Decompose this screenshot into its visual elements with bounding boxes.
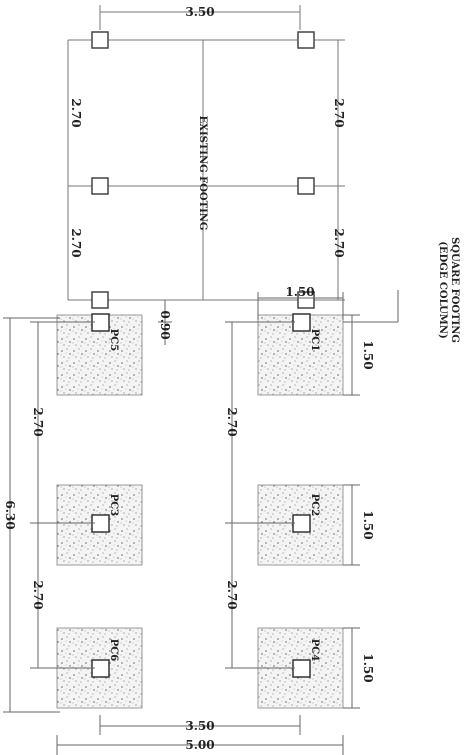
- square-footing-label-line1: SQUARE FOOTING: [449, 237, 460, 343]
- right-side-dim-1: 1.50: [361, 340, 375, 369]
- right-spacing-dim-2: 2.70: [225, 580, 239, 609]
- new-column: [292, 313, 311, 332]
- new-column: [292, 659, 311, 678]
- existing-column: [297, 291, 315, 309]
- dimension-lines: [3, 290, 399, 755]
- existing-footing-grid: [67, 5, 345, 301]
- footing-tag-pc3: PC3: [108, 494, 119, 516]
- existing-column: [297, 31, 315, 49]
- bottom-inner-dim: 3.50: [185, 719, 214, 733]
- new-columns: [91, 313, 311, 678]
- footing-tag-pc1: PC1: [309, 329, 320, 351]
- footing-tag-pc5: PC5: [108, 329, 119, 351]
- existing-column: [91, 177, 109, 195]
- footing-tag-pc4: PC4: [309, 639, 320, 661]
- top-width-dim: 3.50: [185, 5, 214, 19]
- footing-tag-pc2: PC2: [309, 494, 320, 516]
- gap-dim: 0.90: [158, 310, 172, 339]
- right-spacing-dim-1: 2.70: [225, 407, 239, 436]
- left-spacing-dim-2: 2.70: [31, 580, 45, 609]
- bottom-overall-dim: 5.00: [185, 738, 214, 752]
- new-footings: [56, 314, 344, 709]
- right-side-dim-2: 1.50: [361, 510, 375, 539]
- left-overall-dim: 6.30: [3, 500, 17, 529]
- existing-columns: [91, 31, 315, 309]
- new-column: [292, 514, 311, 533]
- existing-footing-label: EXISTING FOOTING: [197, 116, 208, 231]
- top-right-dim-lower: 2.70: [332, 228, 346, 257]
- left-spacing-dim-1: 2.70: [31, 407, 45, 436]
- existing-column: [91, 31, 109, 49]
- right-side-dim-3: 1.50: [361, 653, 375, 682]
- right-top-width-dim: 1.50: [285, 285, 314, 299]
- existing-column: [297, 177, 315, 195]
- footing-tag-pc6: PC6: [108, 639, 119, 661]
- existing-column: [91, 291, 109, 309]
- top-right-dim-upper: 2.70: [332, 98, 346, 127]
- square-footing-label-line2: (EDGE COLUMN): [437, 241, 448, 339]
- top-left-dim-lower: 2.70: [69, 228, 83, 257]
- top-left-dim-upper: 2.70: [69, 98, 83, 127]
